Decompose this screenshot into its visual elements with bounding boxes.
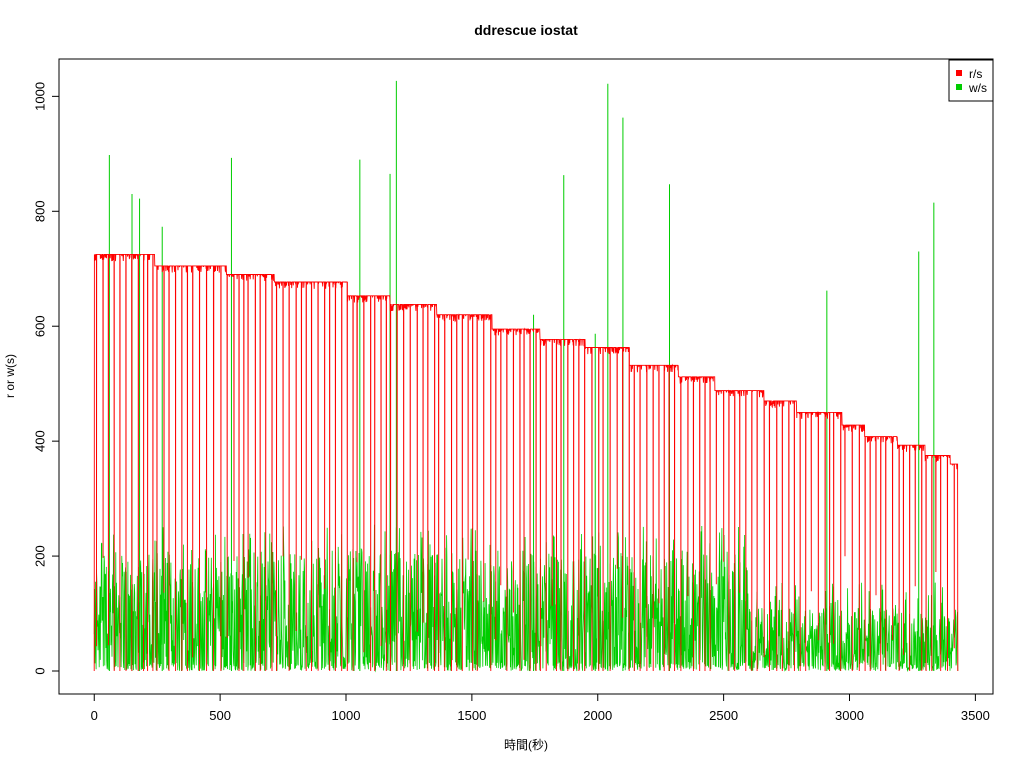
legend-box (948, 59, 994, 102)
y-tick-label: 800 (32, 200, 47, 222)
y-tick-label: 400 (32, 430, 47, 452)
legend-swatch-ws (956, 84, 962, 90)
y-tick-label: 200 (32, 545, 47, 567)
legend-label-ws: w/s (968, 81, 987, 95)
x-tick-label: 3500 (961, 708, 990, 723)
x-tick-label: 1000 (332, 708, 361, 723)
y-tick-label: 1000 (32, 82, 47, 111)
chart-title: ddrescue iostat (474, 22, 578, 38)
series-rs-line (93, 253, 959, 672)
y-axis-label: r or w(s) (3, 354, 17, 398)
legend-swatch-rs (956, 70, 962, 76)
x-tick-label: 1500 (457, 708, 486, 723)
legend-label-rs: r/s (969, 67, 982, 81)
x-tick-label: 500 (209, 708, 231, 723)
x-tick-label: 2000 (583, 708, 612, 723)
x-tick-label: 2500 (709, 708, 738, 723)
y-tick-label: 600 (32, 315, 47, 337)
y-tick-label: 0 (32, 667, 47, 674)
x-axis-label: 時間(秒) (504, 738, 548, 752)
x-tick-label: 0 (91, 708, 98, 723)
x-tick-label: 3000 (835, 708, 864, 723)
y-axis: 0 200 400 600 800 1000 (32, 82, 60, 675)
series-ws-line (93, 524, 959, 673)
series-layer (93, 80, 959, 673)
legend: r/s w/s (948, 59, 994, 102)
x-axis: 0 500 1000 1500 2000 2500 3000 3500 (91, 693, 990, 723)
